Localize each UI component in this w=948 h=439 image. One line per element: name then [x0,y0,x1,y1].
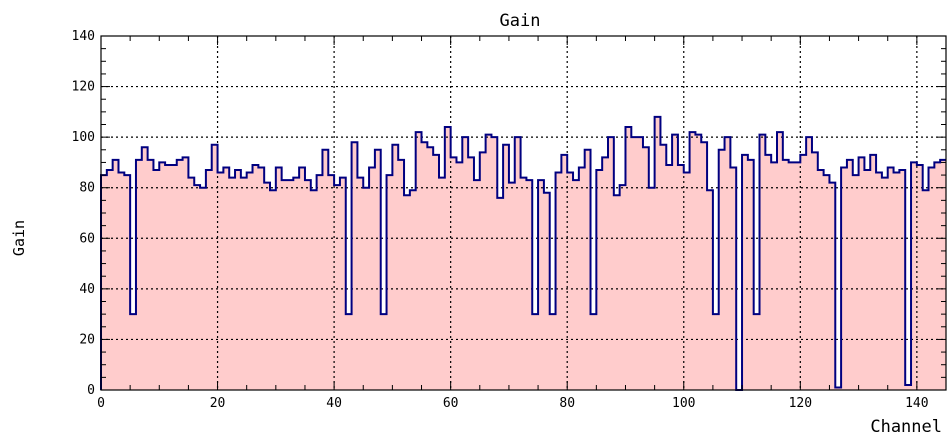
x-axis-label: Channel [870,417,942,437]
y-tick-label-100: 100 [72,130,95,145]
x-tick-label-0: 0 [97,396,105,411]
x-tick-label-140: 140 [905,396,928,411]
y-tick-label-0: 0 [87,383,95,398]
x-tick-label-60: 60 [443,396,459,411]
plot-area: 0 20 40 60 80 100 120 140 0 20 40 60 80 100 120 140 [72,29,947,411]
y-tick-label-80: 80 [79,181,95,196]
y-tick-label-60: 60 [79,231,95,246]
histogram-fill [101,116,946,391]
y-tick-label-120: 120 [72,80,95,95]
x-tick-label-20: 20 [210,396,226,411]
x-tick-label-80: 80 [559,396,575,411]
x-tick-label-120: 120 [789,396,812,411]
y-tick-label-40: 40 [79,282,95,297]
x-tick-label-40: 40 [326,396,342,411]
y-tick-label-20: 20 [79,332,95,347]
x-tick-label-100: 100 [672,396,695,411]
histogram-outline [100,115,946,391]
y-axis-label: Gain [10,220,28,256]
chart-title: Gain [500,11,541,31]
y-tick-label-140: 140 [72,29,95,44]
